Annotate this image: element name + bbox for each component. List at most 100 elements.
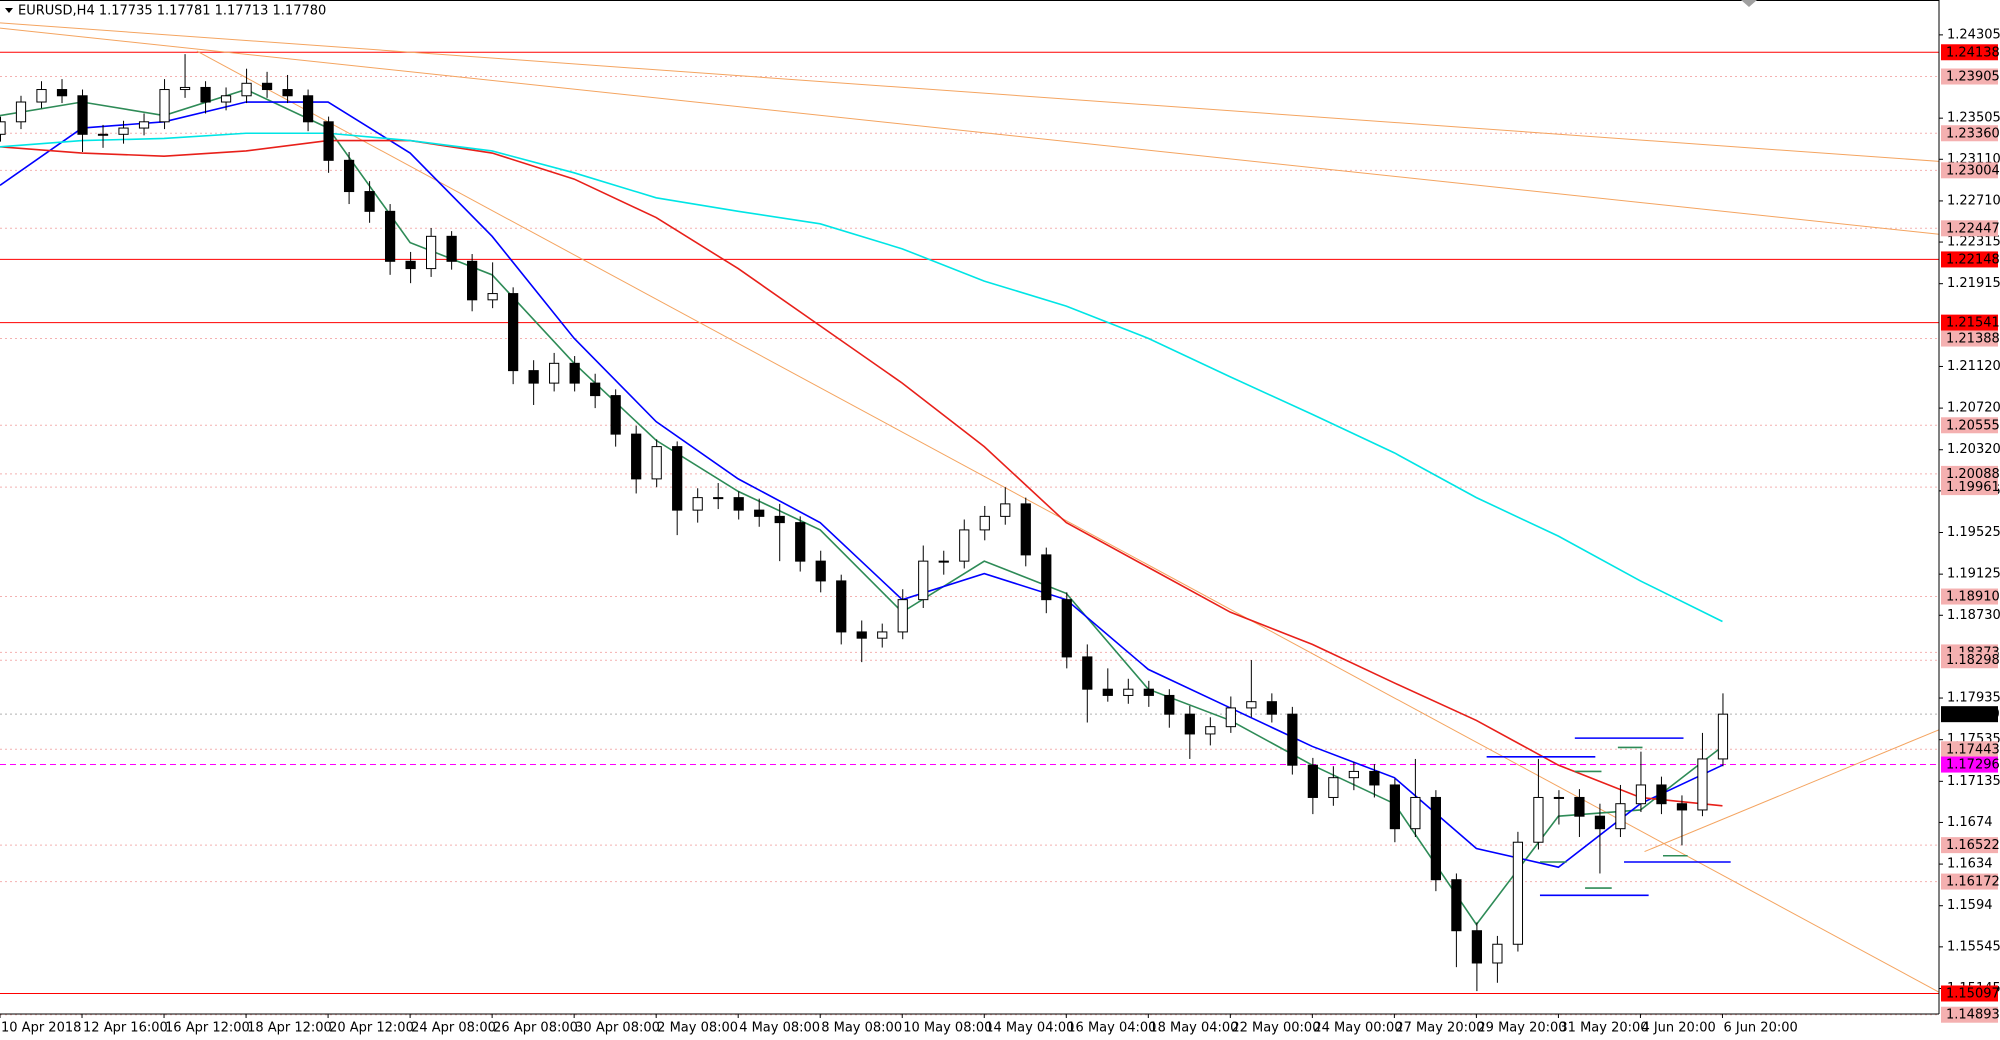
candle-body — [877, 631, 888, 639]
y-tick-label: 1.20320 — [1947, 442, 2000, 457]
candle-body — [343, 159, 355, 193]
candle-body — [774, 515, 785, 524]
x-tick-label: 4 May 08:00 — [739, 1021, 820, 1036]
price-level-box — [1941, 314, 1998, 331]
price-level-label: 1.24138 — [1946, 45, 2000, 60]
candle-body — [672, 446, 683, 511]
price-level-label: 1.17780 — [1946, 707, 2000, 722]
candle-body — [959, 529, 970, 562]
candle-body — [1389, 784, 1400, 830]
price-level-label: 1.20088 — [1946, 467, 2000, 482]
price-level-box — [1941, 162, 1998, 179]
candle-body — [200, 86, 211, 103]
candle-body — [1717, 713, 1729, 760]
price-level-box — [1941, 465, 1998, 482]
price-level-label: 1.20555 — [1946, 418, 2000, 433]
candle-body — [1102, 688, 1113, 696]
candle-body — [1574, 796, 1585, 817]
candle-body — [384, 210, 396, 262]
y-tick-label: 1.22710 — [1947, 193, 2000, 208]
candle-body — [159, 89, 170, 123]
candle-body — [1348, 770, 1359, 779]
candle-body — [1615, 803, 1626, 830]
price-level-box — [1941, 985, 1998, 1002]
candle-body — [241, 82, 252, 97]
candle-body — [1041, 554, 1052, 601]
candle-body — [979, 515, 990, 531]
price-level-box — [1941, 251, 1998, 268]
price-level-label: 1.23360 — [1946, 126, 2000, 141]
candle-body — [897, 599, 908, 633]
y-tick-label: 1.1674 — [1947, 815, 1993, 830]
price-level-box — [1941, 873, 1998, 890]
y-tick-label: 1.22315 — [1947, 235, 2000, 250]
x-tick-label: 22 May 00:00 — [1231, 1021, 1320, 1036]
candle-body — [938, 560, 949, 563]
candle-body — [1061, 599, 1072, 658]
symbol-menu-arrow[interactable] — [5, 8, 13, 13]
candle-body — [1184, 713, 1195, 735]
x-tick-label: 30 Apr 08:00 — [575, 1021, 660, 1036]
candle-body — [549, 362, 560, 384]
candle-body — [261, 82, 273, 91]
price-level-label: 1.16522 — [1946, 838, 2000, 853]
x-tick-label: 31 May 20:00 — [1559, 1021, 1648, 1036]
y-tick-label: 1.24305 — [1947, 27, 2000, 42]
candle-body — [56, 89, 68, 97]
price-level-label: 1.22148 — [1946, 252, 2000, 267]
candle-body — [220, 95, 232, 103]
candle-body — [1164, 694, 1175, 715]
x-tick-label: 10 May 08:00 — [903, 1021, 992, 1036]
candle-body — [1492, 943, 1503, 964]
x-tick-label: 26 Apr 08:00 — [493, 1021, 578, 1036]
candle-body — [1533, 796, 1544, 843]
candle-body — [426, 235, 437, 270]
candle-body — [487, 293, 498, 301]
candle-body — [569, 362, 580, 384]
price-level-box — [1941, 1006, 1998, 1023]
candle-body — [1635, 784, 1647, 805]
candle-body — [1020, 503, 1031, 556]
candle-body — [36, 89, 47, 103]
candle-body — [713, 497, 724, 500]
candle-body — [856, 631, 867, 639]
y-tick-label: 1.1634 — [1947, 857, 1993, 872]
price-level-box — [1941, 330, 1998, 347]
candle-body — [1225, 707, 1236, 728]
price-level-label: 1.16172 — [1946, 875, 2000, 890]
candle-body — [692, 497, 703, 511]
candle-body — [15, 101, 27, 123]
y-tick-label: 1.17135 — [1947, 774, 2000, 789]
shift-marker[interactable] — [1741, 0, 1757, 7]
candle-body — [1082, 656, 1093, 690]
y-tick-label: 1.21120 — [1947, 359, 2000, 374]
y-tick-label: 1.18730 — [1947, 608, 2000, 623]
price-level-label: 1.17443 — [1946, 742, 2000, 757]
x-tick-label: 27 May 20:00 — [1395, 1021, 1484, 1036]
candle-body — [836, 580, 847, 633]
candle-body — [754, 509, 765, 517]
x-tick-label: 12 Apr 16:00 — [83, 1021, 168, 1036]
candle-body — [118, 127, 129, 135]
y-tick-label: 1.19125 — [1947, 567, 2000, 582]
x-tick-label: 18 Apr 12:00 — [247, 1021, 332, 1036]
candle-body — [179, 86, 191, 91]
candle-body — [508, 293, 519, 372]
y-tick-label: 1.19525 — [1947, 525, 2000, 540]
candle-body — [1143, 688, 1154, 696]
candle-body — [1553, 796, 1565, 799]
candle-body — [1246, 701, 1257, 709]
candle-body — [1471, 930, 1483, 964]
candle-body — [1676, 803, 1688, 811]
price-level-box — [1941, 837, 1998, 854]
price-level-box — [1941, 706, 1998, 723]
candle-body — [631, 433, 642, 480]
y-tick-label: 1.15545 — [1947, 939, 2000, 954]
candle-body — [590, 382, 601, 397]
y-tick-label: 1.1594 — [1947, 898, 1993, 913]
candle-body — [610, 395, 621, 435]
price-level-box — [1941, 68, 1998, 85]
price-level-box — [1941, 652, 1998, 669]
price-level-label: 1.21388 — [1946, 332, 2000, 347]
